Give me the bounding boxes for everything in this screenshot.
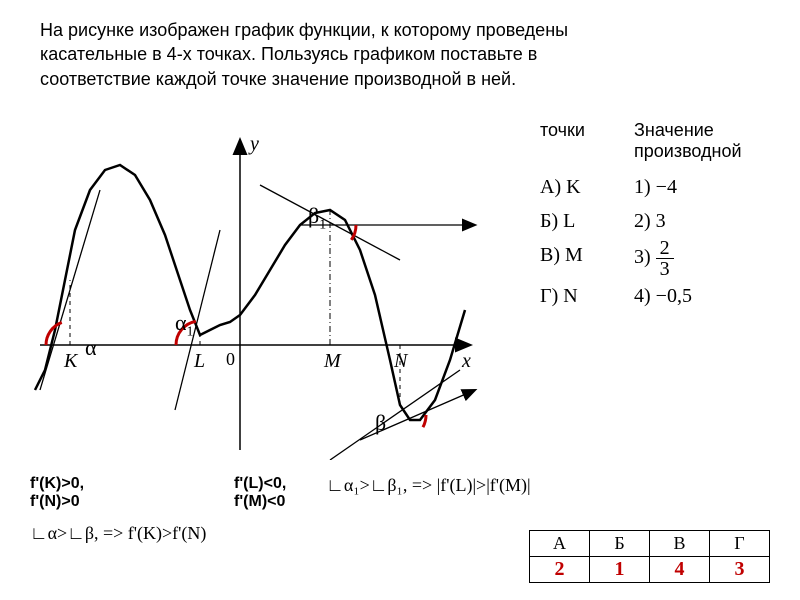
- reasoning-col3: ∟α₁>∟β₁, => |f'(L)|>|f'(M)|: [326, 475, 530, 511]
- label-beta: β: [375, 410, 386, 436]
- answer-value: 3: [710, 557, 770, 583]
- answer-table: АБВГ 2143: [529, 530, 770, 583]
- reasoning-col1: f'(K)>0, f'(N)>0: [30, 475, 84, 511]
- value-label: 2) 3: [634, 204, 666, 238]
- answer-value: 1: [590, 557, 650, 583]
- svg-text:x: x: [461, 350, 471, 372]
- option-row: Г) N 4) −0,5: [540, 279, 790, 313]
- answer-header: Г: [710, 531, 770, 557]
- value-label: 3) 23: [634, 238, 674, 279]
- svg-text:0: 0: [226, 349, 235, 369]
- svg-text:L: L: [193, 350, 205, 372]
- point-label: Г) N: [540, 279, 610, 313]
- reasoning-col2: f'(L)<0, f'(M)<0: [234, 475, 286, 511]
- answer-header: В: [650, 531, 710, 557]
- function-graph: y x 0 K L M N α α1 β1 β: [30, 130, 480, 460]
- label-alpha1: α1: [175, 310, 194, 340]
- header-points: точки: [540, 120, 610, 162]
- svg-text:K: K: [63, 350, 79, 372]
- answer-header: А: [530, 531, 590, 557]
- point-label: А) K: [540, 170, 610, 204]
- svg-text:M: M: [323, 350, 342, 372]
- option-row: А) K 1) −4: [540, 170, 790, 204]
- label-beta1: β1: [308, 203, 326, 233]
- option-row: В) M 3) 23: [540, 238, 790, 279]
- answer-value: 2: [530, 557, 590, 583]
- option-row: Б) L 2) 3: [540, 204, 790, 238]
- point-label: В) M: [540, 238, 610, 279]
- svg-text:y: y: [248, 133, 259, 155]
- label-alpha: α: [85, 335, 97, 361]
- point-label: Б) L: [540, 204, 610, 238]
- matching-options: точки Значение производной А) K1) −4Б) L…: [540, 120, 790, 313]
- problem-statement: На рисунке изображен график функции, к к…: [40, 18, 600, 91]
- answer-header: Б: [590, 531, 650, 557]
- value-label: 4) −0,5: [634, 279, 692, 313]
- answer-value: 4: [650, 557, 710, 583]
- value-label: 1) −4: [634, 170, 677, 204]
- svg-text:N: N: [393, 350, 409, 372]
- header-derivative: Значение производной: [634, 120, 774, 162]
